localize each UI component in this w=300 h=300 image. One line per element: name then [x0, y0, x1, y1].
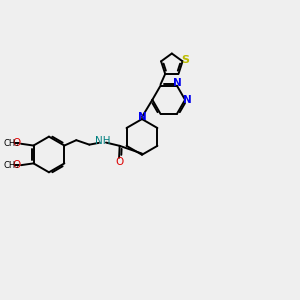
- Text: S: S: [181, 55, 189, 65]
- Text: CH₃: CH₃: [3, 161, 19, 170]
- Text: CH₃: CH₃: [3, 139, 19, 148]
- Text: N: N: [138, 112, 146, 122]
- Text: O: O: [12, 160, 20, 170]
- Text: O: O: [115, 157, 123, 167]
- Text: O: O: [12, 139, 20, 148]
- Text: N: N: [183, 95, 192, 105]
- Text: NH: NH: [95, 136, 110, 146]
- Text: N: N: [173, 78, 182, 88]
